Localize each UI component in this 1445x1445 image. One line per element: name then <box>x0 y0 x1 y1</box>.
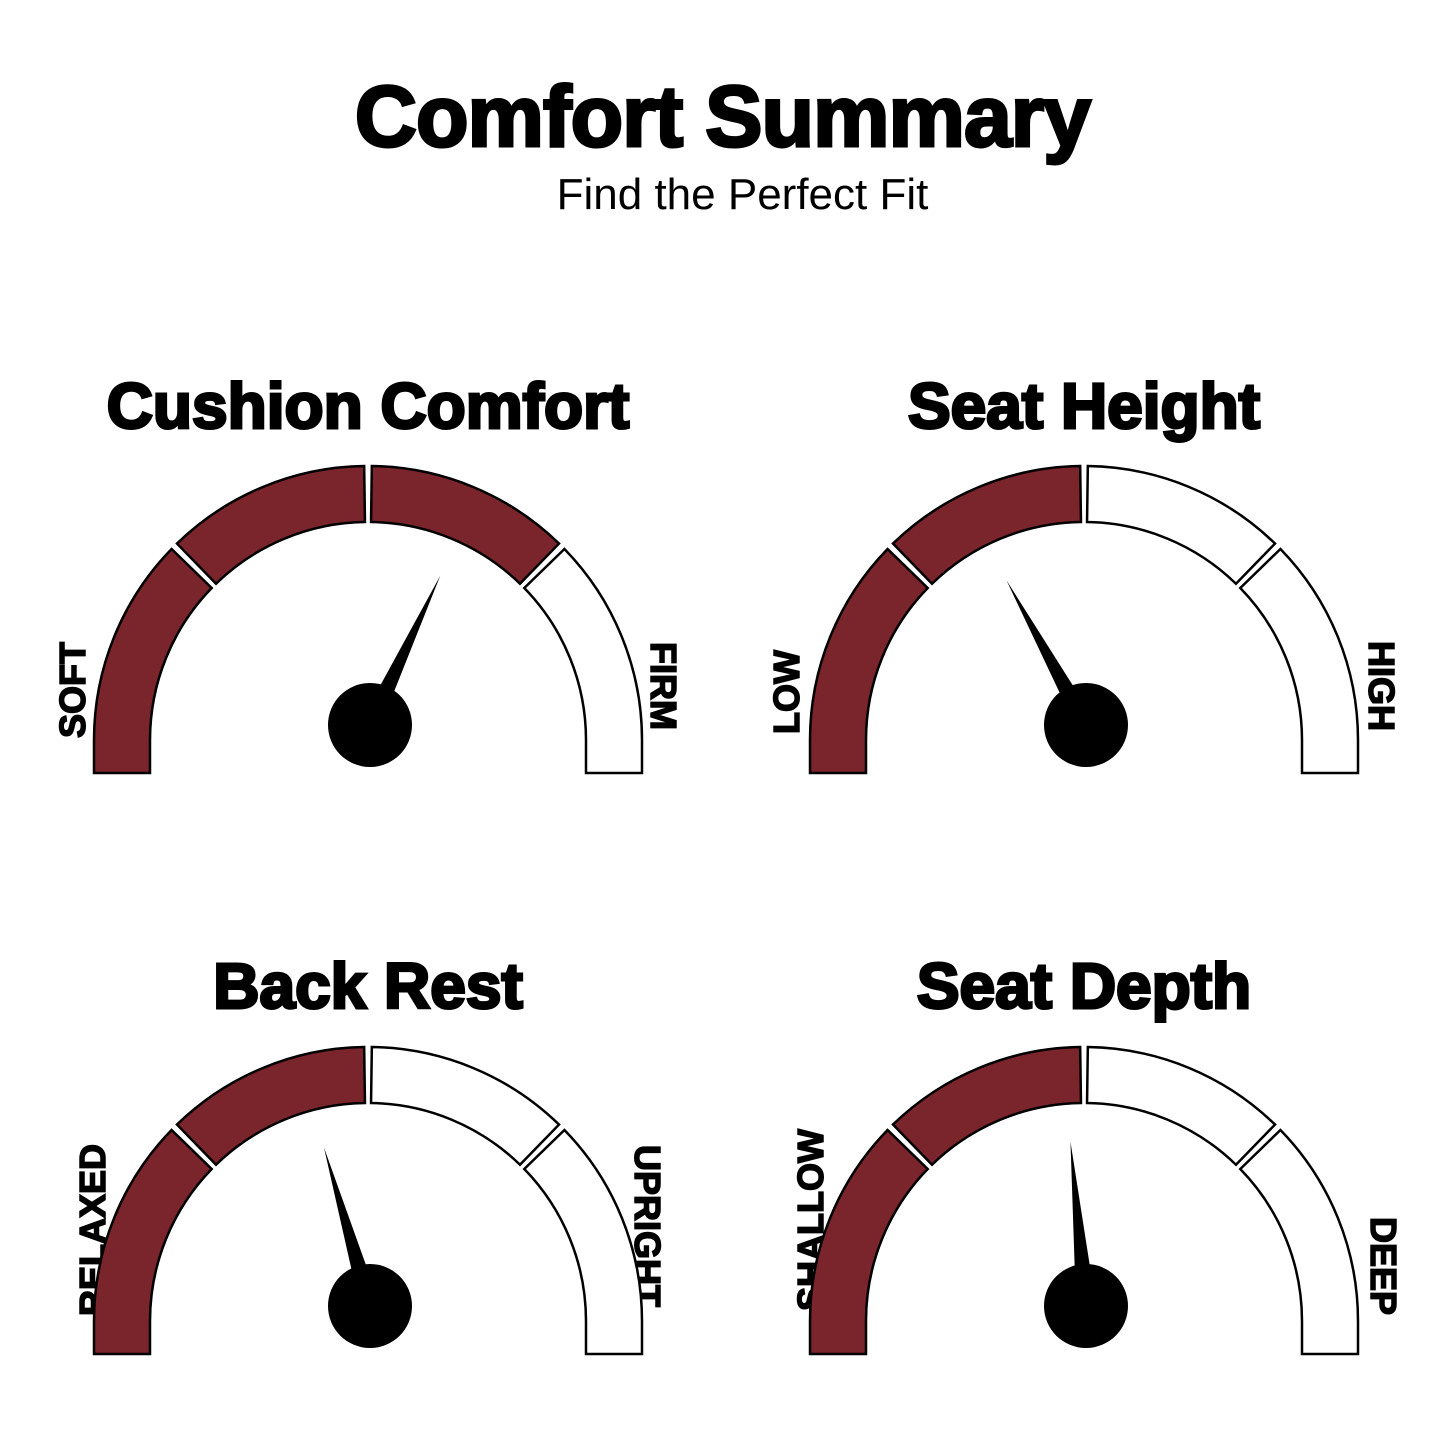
gauge-title: Seat Depth <box>917 950 1251 1022</box>
gauge-max-label: FIRM <box>643 642 684 730</box>
gauge-segment-empty <box>1238 547 1360 775</box>
gauge-seat-depth: Seat Depth SHALLOW DEEP <box>789 949 1405 1356</box>
gauge-title: Back Rest <box>213 950 523 1022</box>
gauge-segment-filled <box>92 1128 214 1356</box>
gauge-min-label: SOFT <box>52 642 93 738</box>
gauge-segment-filled <box>369 464 561 586</box>
gauge-segment-filled <box>891 464 1083 586</box>
gauge-cushion-comfort: Cushion Comfort SOFT FIRM <box>51 369 685 775</box>
gauge-title: Cushion Comfort <box>107 370 630 442</box>
gauge-seat-height: Seat Height LOW HIGH <box>765 369 1403 775</box>
gauge-segment-empty <box>1085 1045 1277 1167</box>
gauge-segment-filled <box>808 1128 930 1356</box>
gauge-segment-empty <box>1085 464 1277 586</box>
gauge-max-label: DEEP <box>1363 1217 1404 1315</box>
page-subtitle: Find the Perfect Fit <box>556 170 929 219</box>
gauge-needle-hub <box>328 1264 412 1348</box>
gauge-back-rest: Back Rest RELAXED UPRIGHT <box>71 949 669 1356</box>
gauge-needle-hub <box>1044 683 1128 767</box>
gauge-segment-empty <box>522 1128 644 1356</box>
gauge-needle-hub <box>328 683 412 767</box>
page-title: Comfort Summary <box>353 68 1092 167</box>
gauge-segment-empty <box>369 1045 561 1167</box>
gauge-min-label: LOW <box>766 650 807 734</box>
gauge-segment-filled <box>175 464 367 586</box>
gauge-segment-filled <box>808 547 930 775</box>
gauge-segment-filled <box>891 1045 1083 1167</box>
gauge-segment-filled <box>92 547 214 775</box>
gauge-max-label: HIGH <box>1361 641 1402 731</box>
gauge-title: Seat Height <box>908 370 1260 442</box>
gauge-needle-hub <box>1044 1264 1128 1348</box>
gauge-segment-empty <box>1238 1128 1360 1356</box>
gauge-segment-filled <box>175 1045 367 1167</box>
gauge-segment-empty <box>522 547 644 775</box>
